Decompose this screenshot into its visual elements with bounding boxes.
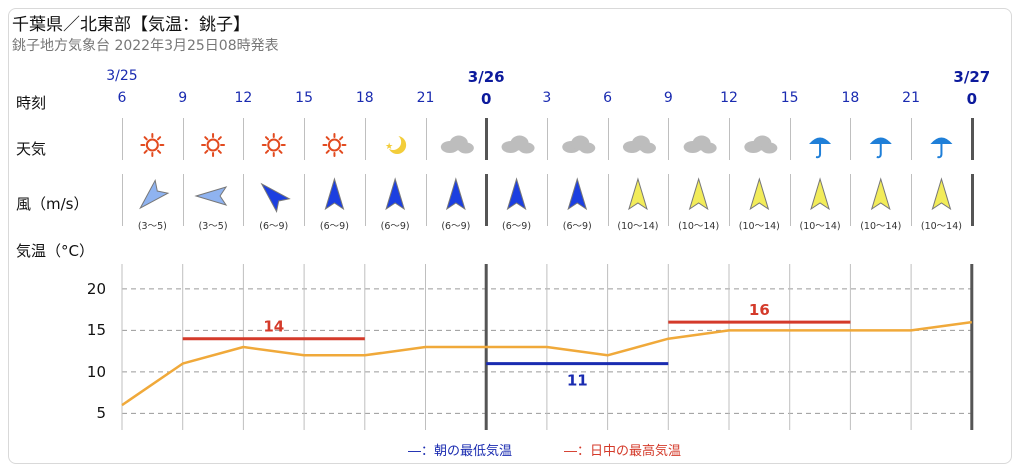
hour-label: 0 [480, 90, 492, 108]
wind-speed: (10〜14) [920, 221, 962, 232]
column-divider [970, 118, 974, 160]
forecast-panel [8, 8, 1012, 464]
hour-label: 12 [720, 90, 738, 106]
date-label: 3/27 [953, 68, 991, 86]
wind-speed: (3〜5) [198, 221, 228, 232]
y-tick-label: 5 [96, 404, 106, 423]
wind-speed: (10〜14) [860, 221, 902, 232]
column-divider [789, 118, 791, 160]
column-divider [182, 174, 184, 226]
column-divider [729, 118, 730, 160]
wind-speed: (3〜5) [137, 221, 167, 232]
column-divider [546, 174, 548, 226]
column-divider [607, 174, 609, 226]
hour-label: 9 [663, 90, 673, 106]
legend-max-temp: ―：日中の最高気温 [564, 444, 682, 459]
hour-label: 21 [416, 90, 435, 106]
wind-speed: (6〜9) [441, 221, 471, 232]
column-divider [850, 118, 852, 160]
hour-label: 3 [542, 90, 552, 106]
wind-speed: (6〜9) [502, 221, 532, 232]
column-divider [911, 118, 913, 160]
column-divider [668, 174, 670, 226]
wind-speed: (10〜14) [617, 221, 659, 232]
column-divider [668, 118, 670, 160]
column-divider [729, 174, 730, 226]
column-divider [425, 118, 427, 160]
column-divider [911, 174, 913, 226]
date-label: 3/26 [467, 68, 505, 86]
page-subtitle: 銚子地方気象台 2022年3月25日08時発表 [12, 38, 279, 54]
weather-row-label: 天気 [16, 140, 47, 158]
hour-label: 15 [295, 90, 314, 106]
y-tick-label: 10 [86, 362, 106, 381]
column-divider [122, 118, 123, 160]
hour-label: 9 [178, 90, 188, 106]
column-divider [485, 174, 489, 226]
column-divider [122, 174, 123, 226]
hour-label: 6 [117, 90, 127, 106]
temperature-row-label: 気温（°C） [16, 242, 94, 260]
wind-speed: (10〜14) [799, 221, 841, 232]
column-divider [485, 118, 489, 160]
column-divider [850, 174, 852, 226]
wind-speed: (6〜9) [380, 221, 410, 232]
column-divider [304, 174, 306, 226]
hour-label: 21 [902, 90, 921, 106]
column-divider [182, 118, 184, 160]
wind-speed: (10〜14) [738, 221, 780, 232]
wind-speed: (6〜9) [259, 221, 289, 232]
hour-label: 0 [966, 90, 978, 108]
hour-label: 18 [841, 90, 860, 106]
column-divider [607, 118, 609, 160]
column-divider [243, 174, 245, 226]
y-tick-label: 20 [86, 279, 106, 298]
time-row-label: 時刻 [16, 94, 47, 112]
column-divider [970, 174, 974, 226]
column-divider [425, 174, 427, 226]
hour-label: 15 [780, 90, 799, 106]
y-tick-label: 15 [86, 321, 106, 340]
wind-speed: (6〜9) [562, 221, 592, 232]
column-divider [243, 118, 245, 160]
wind-row-label: 風（m/s） [16, 195, 89, 213]
date-label: 3/25 [106, 68, 138, 84]
wind-speed: (6〜9) [319, 221, 349, 232]
column-divider [364, 118, 366, 160]
wind-speed: (10〜14) [678, 221, 720, 232]
hour-label: 18 [355, 90, 374, 106]
page-title: 千葉県／北東部【気温：銚子】 [12, 15, 250, 35]
hour-label: 6 [603, 90, 613, 106]
hour-label: 12 [234, 90, 253, 106]
column-divider [789, 174, 791, 226]
legend-min-temp: ―：朝の最低気温 [408, 444, 513, 459]
column-divider [304, 118, 306, 160]
column-divider [546, 118, 548, 160]
column-divider [364, 174, 366, 226]
